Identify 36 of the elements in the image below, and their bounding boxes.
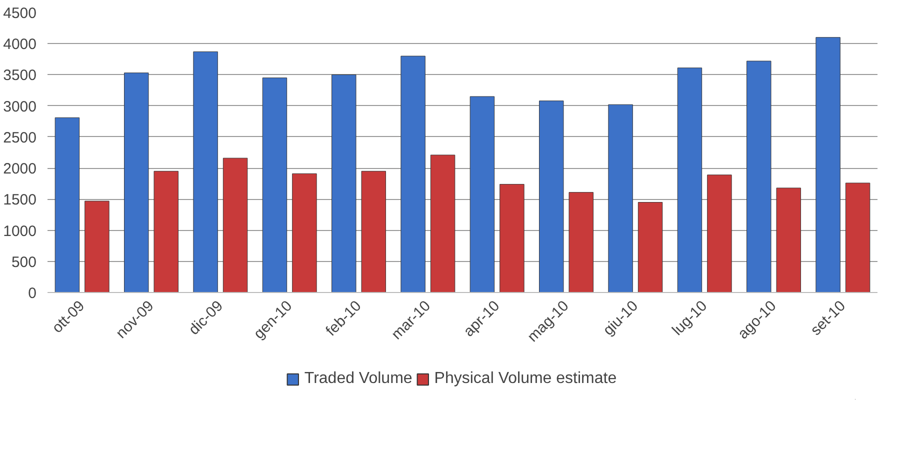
y-tick-label: 3500 [3, 67, 37, 84]
bar [262, 78, 288, 292]
bar [638, 202, 663, 292]
bar [539, 100, 564, 292]
y-tick-label: 2500 [3, 129, 37, 146]
bar [707, 174, 732, 292]
legend-label: Physical Volume estimate [434, 370, 617, 388]
bar [292, 173, 317, 292]
y-tick-label: 2000 [3, 160, 37, 178]
y-tick-label: 4000 [3, 36, 37, 54]
bar [470, 96, 495, 292]
bar [746, 60, 772, 292]
bar [500, 184, 524, 292]
bar [776, 188, 801, 292]
y-tick-label: 4500 [3, 5, 37, 22]
bar [193, 51, 218, 292]
bar [400, 56, 426, 292]
bar [222, 158, 248, 292]
y-tick-label: 500 [11, 254, 37, 271]
bar [361, 170, 386, 292]
bar [816, 37, 840, 292]
y-tick-label: 0 [28, 285, 36, 302]
bar [608, 104, 633, 292]
bar [845, 182, 870, 292]
legend-label: Traded Volume [304, 370, 412, 388]
bar [568, 192, 594, 292]
bar [54, 117, 80, 292]
bar [124, 72, 149, 292]
y-tick-label: 1000 [3, 222, 37, 240]
bar [332, 74, 356, 292]
bar [84, 200, 110, 292]
bar [430, 154, 456, 292]
y-tick-label: 3000 [3, 98, 37, 116]
y-tick-label: 1500 [3, 192, 37, 209]
bar [677, 68, 702, 292]
bar [154, 170, 178, 292]
